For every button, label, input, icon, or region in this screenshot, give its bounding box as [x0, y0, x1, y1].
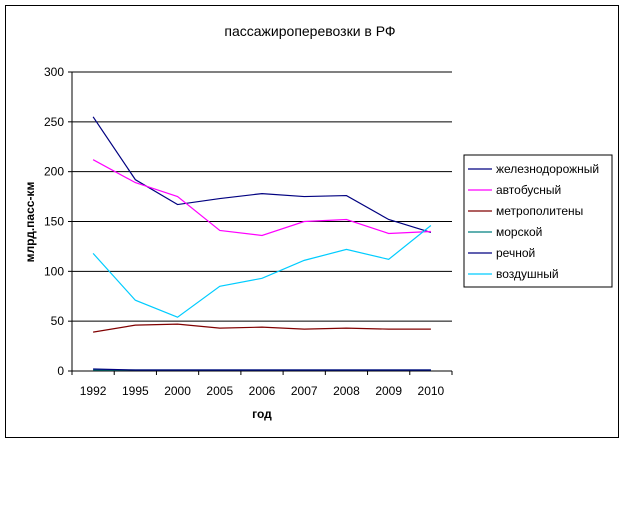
x-tick-label: 2009: [375, 384, 402, 398]
x-tick-label: 2007: [291, 384, 318, 398]
legend-label: автобусный: [496, 183, 561, 197]
x-axis-label: год: [252, 407, 272, 421]
y-tick-label: 250: [44, 115, 64, 129]
x-tick-label: 1992: [80, 384, 107, 398]
x-tick-label: 2008: [333, 384, 360, 398]
y-tick-label: 200: [44, 165, 64, 179]
x-tick-label: 1995: [122, 384, 149, 398]
y-tick-label: 0: [57, 364, 64, 378]
x-tick-label: 2006: [249, 384, 276, 398]
legend: железнодорожный автобусный метрополитены мо…: [463, 154, 613, 288]
legend-label: воздушный: [496, 267, 559, 281]
x-tick-label: 2000: [164, 384, 191, 398]
chart-title: пассажироперевозки в РФ: [224, 23, 395, 39]
legend-label: речной: [496, 246, 535, 260]
series-line: [92, 116, 432, 234]
x-tick-label: 2010: [418, 384, 445, 398]
series-line: [93, 368, 431, 371]
y-tick-label: 150: [44, 215, 64, 229]
series-line: [92, 225, 432, 318]
x-tick-label: 2005: [206, 384, 233, 398]
legend-label: морской: [496, 225, 542, 239]
y-tick-label: 50: [51, 314, 65, 328]
y-axis-label: млрд.пасс-км: [23, 182, 37, 263]
series-line: [93, 323, 431, 333]
series-line: [92, 159, 431, 237]
legend-box: [463, 154, 613, 288]
y-tick-label: 300: [44, 65, 64, 79]
legend-label: метрополитены: [496, 204, 583, 218]
legend-label: железнодорожный: [496, 162, 599, 176]
y-tick-label: 100: [44, 264, 64, 278]
